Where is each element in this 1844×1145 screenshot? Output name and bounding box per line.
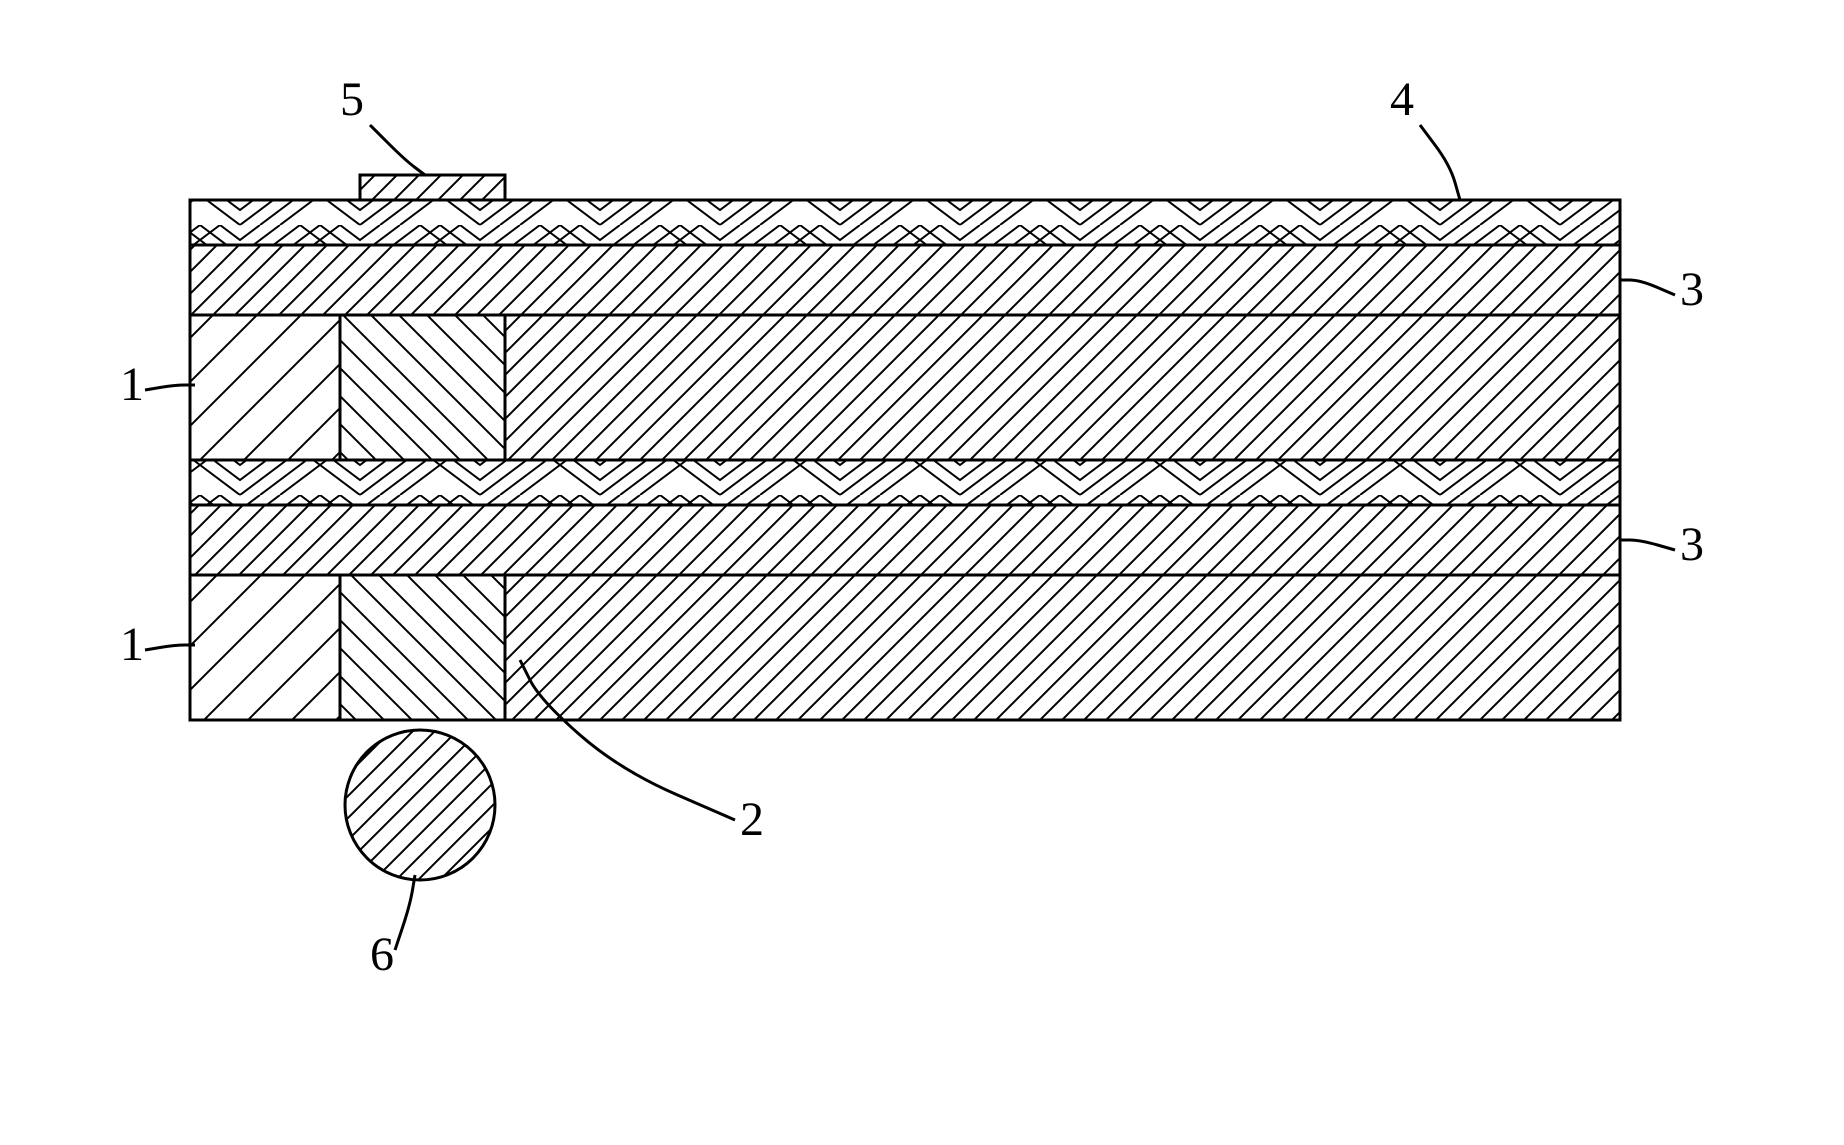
label-1_lower: 1	[120, 618, 144, 671]
leader-3_upper	[1620, 280, 1675, 295]
layer-slab1_upper_L	[190, 315, 340, 460]
layer-band3_upper	[190, 245, 1620, 315]
leader-4	[1420, 125, 1460, 200]
label-4: 4	[1390, 73, 1414, 126]
label-2: 2	[740, 793, 764, 846]
label-1_upper: 1	[120, 358, 144, 411]
label-3_upper: 3	[1680, 263, 1704, 316]
layer-slab_upper_R	[505, 315, 1620, 460]
label-6: 6	[370, 928, 394, 981]
technical-cross-section-diagram: 5 4 3 1 3 1 2 6	[0, 0, 1844, 1145]
leader-3_lower	[1620, 540, 1675, 550]
layer-band3_lower	[190, 505, 1620, 575]
leader-6	[395, 875, 415, 950]
label-3_lower: 3	[1680, 518, 1704, 571]
leader-1_lower	[145, 645, 195, 650]
leader-1_upper	[145, 385, 195, 390]
layer-ball_6	[345, 730, 495, 880]
layer-top_chevron	[190, 200, 1620, 245]
layer-bump_5	[360, 175, 505, 200]
layer-slab2_upper_M	[340, 315, 505, 460]
leader-5	[370, 125, 425, 175]
layer-slab2_lower_M	[340, 575, 505, 720]
layer-slab1_lower_L	[190, 575, 340, 720]
layer-slab_lower_R	[505, 575, 1620, 720]
diagram-shapes	[190, 175, 1620, 880]
layer-mid_chevron	[190, 460, 1620, 505]
label-5: 5	[340, 73, 364, 126]
